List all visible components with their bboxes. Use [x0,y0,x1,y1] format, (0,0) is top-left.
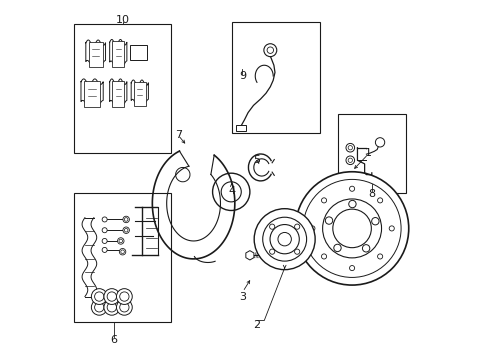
Circle shape [294,249,299,254]
Text: 3: 3 [239,292,245,302]
Bar [337,114,405,193]
Bar [89,42,102,67]
Bar [112,41,124,67]
Circle shape [295,172,408,285]
Bar [112,81,124,107]
Bar [130,45,147,60]
Circle shape [333,244,341,252]
Circle shape [269,224,274,229]
Circle shape [262,217,306,261]
Circle shape [321,198,326,203]
Circle shape [221,182,241,202]
Bar [231,22,319,134]
Text: 4: 4 [228,186,235,196]
Circle shape [120,292,129,301]
Circle shape [104,289,120,305]
Circle shape [124,228,128,232]
Circle shape [322,199,381,258]
Circle shape [104,300,120,315]
Circle shape [309,226,314,231]
Circle shape [294,224,299,229]
Circle shape [348,201,355,208]
Bar [134,82,145,106]
Circle shape [349,186,354,191]
Text: 2: 2 [253,320,260,330]
Circle shape [346,156,354,165]
Circle shape [266,47,273,53]
Circle shape [94,292,104,301]
Circle shape [362,245,369,252]
Circle shape [388,226,393,231]
Circle shape [116,300,132,315]
Circle shape [102,238,107,243]
Circle shape [122,216,129,223]
Circle shape [325,217,332,224]
Bar [74,24,171,153]
Circle shape [122,227,129,233]
Circle shape [269,249,274,254]
Circle shape [102,217,107,222]
Circle shape [347,145,352,150]
Circle shape [375,138,384,147]
Bar [235,125,245,131]
Text: 7: 7 [174,130,182,140]
Circle shape [91,289,107,305]
Circle shape [269,225,299,254]
Circle shape [121,250,124,253]
Circle shape [346,143,354,152]
Text: 1: 1 [364,148,371,158]
Circle shape [102,228,107,233]
Circle shape [377,254,382,259]
Circle shape [254,209,314,270]
Bar [84,81,100,107]
Circle shape [119,239,122,243]
Circle shape [94,303,104,312]
Circle shape [347,158,352,162]
Circle shape [120,303,129,312]
Text: 6: 6 [110,334,117,345]
Text: 9: 9 [239,71,246,81]
Circle shape [107,303,116,312]
Circle shape [212,173,249,211]
Circle shape [332,209,370,248]
Circle shape [321,254,326,259]
Circle shape [117,238,124,244]
Circle shape [124,218,128,221]
Circle shape [371,217,378,225]
Circle shape [349,266,354,271]
Circle shape [102,247,107,252]
Circle shape [264,44,276,57]
Circle shape [277,233,291,246]
Circle shape [107,292,116,301]
Circle shape [91,300,107,315]
Text: 8: 8 [367,189,375,199]
Text: 5: 5 [253,155,260,165]
Bar [74,193,171,321]
Text: 10: 10 [115,15,129,26]
Circle shape [377,198,382,203]
Circle shape [119,248,125,255]
Circle shape [303,179,400,278]
Circle shape [116,289,132,305]
